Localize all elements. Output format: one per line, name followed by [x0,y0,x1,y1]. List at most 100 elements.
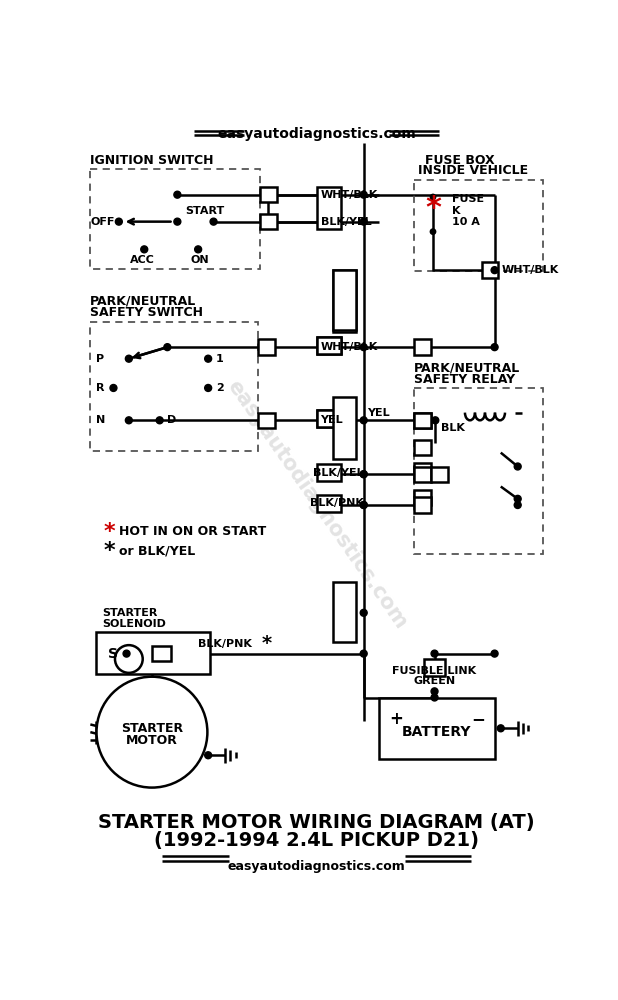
Bar [333,270,356,332]
Bar [424,659,446,676]
Text: BLK/PNK: BLK/PNK [198,639,252,649]
Circle shape [115,645,143,673]
Circle shape [432,417,439,424]
Text: INSIDE VEHICLE: INSIDE VEHICLE [418,164,528,177]
Circle shape [514,502,521,508]
Bar [318,495,341,512]
Bar [258,339,275,355]
Circle shape [360,344,367,351]
Bar [379,698,494,759]
Bar [318,464,341,481]
Bar [413,388,543,554]
Bar [413,463,431,478]
Circle shape [431,688,438,695]
Text: N: N [96,415,105,425]
Circle shape [110,384,117,391]
Text: K: K [452,206,461,216]
Text: *: * [425,194,441,223]
Text: STARTER: STARTER [102,608,157,618]
Bar [318,337,341,354]
Bar [90,169,260,269]
Bar [333,397,356,459]
Text: FUSE BOX: FUSE BOX [425,154,495,167]
Circle shape [360,609,367,616]
Bar [152,646,171,661]
Bar [333,582,356,642]
Bar [318,410,341,427]
Circle shape [125,417,132,424]
Circle shape [514,463,521,470]
Text: +: + [389,710,403,728]
Circle shape [360,191,367,198]
Bar [318,410,341,427]
Text: STARTER MOTOR WIRING DIAGRAM (AT): STARTER MOTOR WIRING DIAGRAM (AT) [98,813,535,832]
Circle shape [360,650,367,657]
Bar [413,180,543,271]
Text: 2: 2 [216,383,224,393]
Text: P: P [96,354,104,364]
Circle shape [174,191,181,198]
Bar [431,466,447,482]
Circle shape [360,502,367,508]
Bar [318,187,341,229]
Text: ACC: ACC [130,255,155,265]
Circle shape [156,417,163,424]
Bar [96,632,210,674]
Circle shape [210,218,217,225]
Bar [413,466,431,482]
Text: 10 A: 10 A [452,217,480,227]
Circle shape [116,218,122,225]
Text: SAFETY SWITCH: SAFETY SWITCH [90,306,203,319]
Circle shape [141,246,148,253]
Bar [413,490,431,505]
Circle shape [431,694,438,701]
Circle shape [360,417,367,424]
Circle shape [195,246,201,253]
Text: YEL: YEL [368,408,390,418]
Circle shape [360,471,367,478]
Text: IGNITION SWITCH: IGNITION SWITCH [90,154,214,167]
Text: (1992-1994 2.4L PICKUP D21): (1992-1994 2.4L PICKUP D21) [154,831,479,850]
Circle shape [491,650,498,657]
Text: easyautodiagnostics.com: easyautodiagnostics.com [218,127,416,141]
Bar [90,322,258,451]
Circle shape [360,471,367,478]
Circle shape [125,355,132,362]
Bar [318,337,341,354]
Text: STARTER: STARTER [121,722,183,735]
Text: BATTERY: BATTERY [402,725,472,739]
Text: HOT IN ON OR START: HOT IN ON OR START [119,525,266,538]
Text: *: * [103,541,115,561]
Text: FUSE: FUSE [452,194,485,204]
Text: BLK/PNK: BLK/PNK [310,498,364,508]
Text: easyautodiagnostics.com: easyautodiagnostics.com [228,860,405,873]
Text: PARK/NEUTRAL: PARK/NEUTRAL [90,294,197,307]
Circle shape [96,677,208,788]
Text: SOLENOID: SOLENOID [102,619,166,629]
Circle shape [431,650,438,657]
Text: −: − [472,710,485,728]
Text: or BLK/YEL: or BLK/YEL [119,545,195,558]
Text: WHT/BLK: WHT/BLK [502,265,559,275]
Text: ON: ON [190,255,209,265]
Circle shape [360,502,367,508]
Text: GREEN: GREEN [413,676,455,686]
Text: D: D [167,415,176,425]
Text: easyautodiagnostics.com: easyautodiagnostics.com [223,377,410,633]
Text: WHT/BLK: WHT/BLK [321,342,378,352]
Text: START: START [185,206,224,216]
Circle shape [205,355,211,362]
Bar [481,262,499,278]
Bar [413,413,431,428]
Text: BLK: BLK [441,423,465,433]
Circle shape [491,344,498,351]
Circle shape [514,495,521,502]
Text: *: * [103,522,115,542]
Text: FUSIBLE LINK: FUSIBLE LINK [392,666,476,676]
Text: MOTOR: MOTOR [126,734,178,747]
Text: SAFETY RELAY: SAFETY RELAY [413,373,515,386]
Circle shape [164,344,171,351]
Circle shape [491,267,498,274]
Bar [260,187,277,202]
Circle shape [205,752,211,759]
